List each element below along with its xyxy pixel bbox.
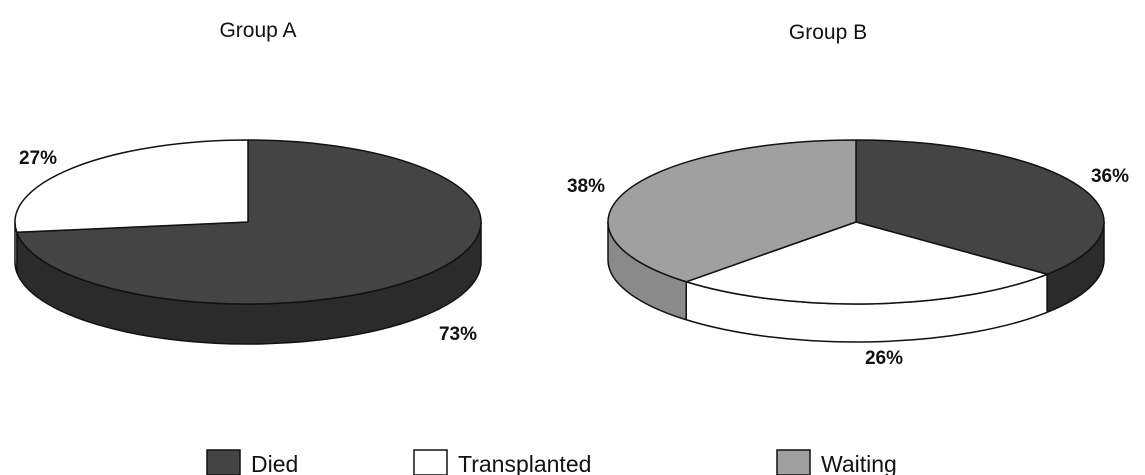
legend-label-waiting: Waiting xyxy=(821,451,897,475)
pie-slice-b-died xyxy=(855,139,1105,276)
pie-a-top-surfaces xyxy=(14,139,482,305)
legend-swatch-waiting xyxy=(776,449,811,475)
pie-chart-group-b: Group B 36% 26% 38% xyxy=(567,21,1129,369)
pie-b-top-surfaces xyxy=(607,139,1105,305)
pie-slice-b-waiting xyxy=(607,139,857,283)
legend-label-transplanted: Transplanted xyxy=(458,451,591,475)
slice-label-group-b-died: 36% xyxy=(1091,166,1129,187)
slice-label-group-b-transplanted: 26% xyxy=(865,348,903,369)
chart-title-group-b: Group B xyxy=(789,21,867,44)
slice-label-group-a-died: 73% xyxy=(439,324,477,345)
legend-swatch-transplanted xyxy=(413,449,448,475)
legend: Died Transplanted Waiting xyxy=(206,449,897,475)
pie-slice-b-transplanted xyxy=(685,221,1048,305)
pie-slice-a-transplanted xyxy=(14,139,249,234)
slice-label-group-a-transplanted: 27% xyxy=(19,148,57,169)
pie-chart-group-a: Group A 73% 27% xyxy=(14,19,482,345)
pie-slice-a-died xyxy=(16,139,482,305)
legend-swatch-died xyxy=(206,449,241,475)
slice-label-group-b-waiting: 38% xyxy=(567,176,605,197)
legend-label-died: Died xyxy=(251,451,298,475)
chart-title-group-a: Group A xyxy=(219,19,296,42)
